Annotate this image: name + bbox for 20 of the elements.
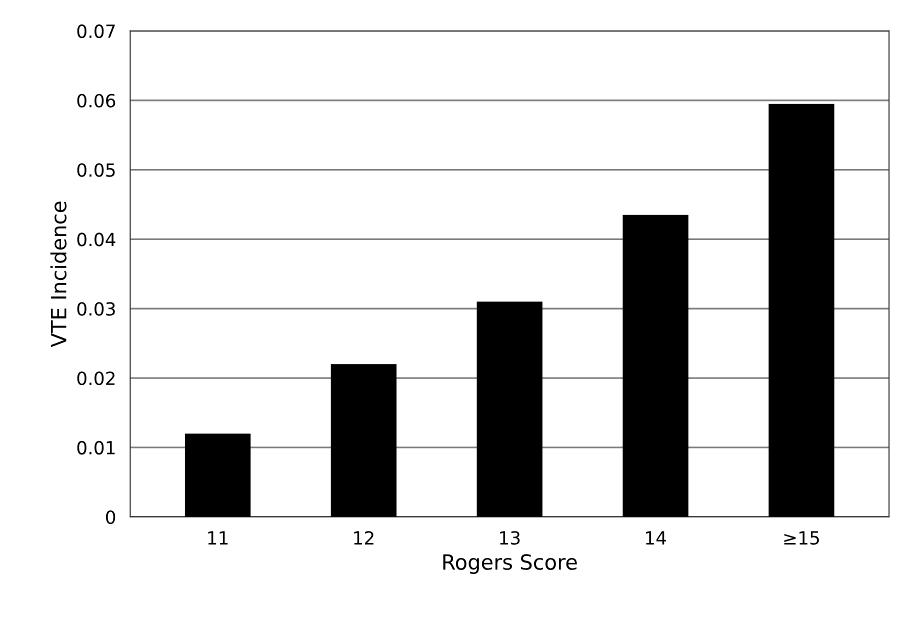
bar bbox=[768, 104, 834, 517]
y-tick-label: 0.07 bbox=[77, 24, 115, 38]
bar bbox=[330, 364, 397, 517]
y-tick-label: 0.06 bbox=[77, 94, 116, 108]
bar bbox=[184, 434, 251, 517]
y-axis-title: VTE Incidence bbox=[50, 202, 67, 348]
bar bbox=[622, 214, 688, 517]
x-tick-label: 14 bbox=[646, 531, 666, 544]
x-tick-label: ≥15 bbox=[784, 531, 819, 545]
y-tick-label: 0.04 bbox=[77, 232, 116, 246]
bar bbox=[476, 302, 542, 517]
x-tick-label: 11 bbox=[208, 531, 228, 544]
y-tick-label: 0 bbox=[106, 510, 116, 524]
y-tick-label: 0.02 bbox=[77, 371, 115, 386]
x-axis-title: Rogers Score bbox=[443, 554, 577, 574]
y-tick-label: 0.03 bbox=[77, 302, 115, 316]
x-tick-label: 12 bbox=[354, 531, 374, 544]
y-tick-label: 0.01 bbox=[77, 440, 115, 455]
y-tick-label: 0.05 bbox=[77, 163, 115, 177]
x-tick-label: 13 bbox=[500, 531, 520, 545]
